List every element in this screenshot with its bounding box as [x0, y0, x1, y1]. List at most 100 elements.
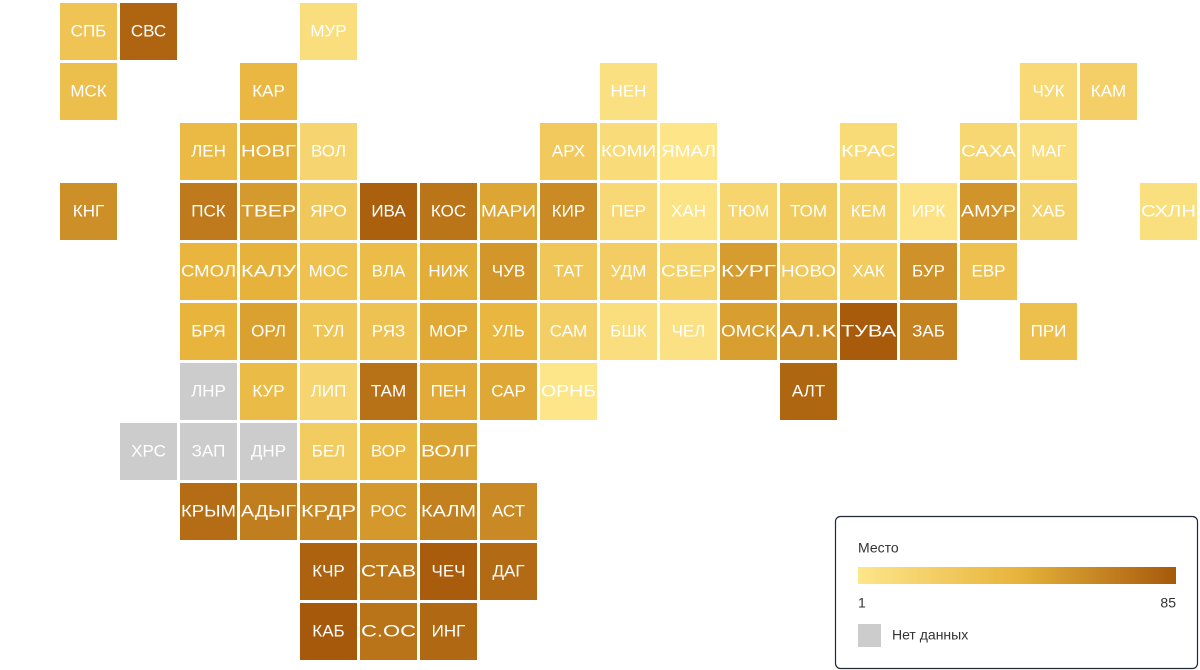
- region-label: ЯРО: [310, 201, 346, 220]
- region-label: НОВГ: [241, 141, 296, 160]
- region-tile: [240, 243, 297, 300]
- region-tile: [300, 543, 357, 600]
- region-label: ХАБ: [1032, 201, 1066, 220]
- region-label: ТАМ: [371, 381, 406, 400]
- region-label: АЛТ: [792, 381, 825, 400]
- region-tile: [1140, 183, 1197, 240]
- region-label: САМ: [550, 321, 587, 340]
- region-label: ЧУК: [1032, 81, 1064, 100]
- region-label: ЛНР: [191, 381, 226, 400]
- region-tile: [780, 183, 837, 240]
- region-tile: [300, 363, 357, 420]
- region-tile: [660, 303, 717, 360]
- region-tile: [180, 303, 237, 360]
- region-label: ИВА: [371, 201, 406, 220]
- region-tile: [900, 303, 957, 360]
- region-label: КРДР: [301, 501, 356, 520]
- region-label: СМОЛ: [181, 261, 236, 280]
- region-tile: [300, 123, 357, 180]
- region-label: ОМСК: [721, 321, 776, 340]
- region-label: ЧУВ: [492, 261, 525, 280]
- region-tile: [360, 603, 417, 660]
- region-label: ПЕН: [431, 381, 467, 400]
- region-label: ЛИП: [311, 381, 347, 400]
- region-tile: [600, 183, 657, 240]
- region-label: САХА: [961, 141, 1017, 160]
- region-label: ХАН: [671, 201, 706, 220]
- region-tile: [480, 543, 537, 600]
- region-label: КУРГ: [721, 261, 776, 280]
- region-label: ТВЕР: [241, 201, 296, 220]
- region-label: ЗАП: [192, 441, 226, 460]
- region-label: КОМИ: [601, 141, 656, 160]
- region-tile: [180, 243, 237, 300]
- region-tile: [420, 363, 477, 420]
- region-label: ИРК: [912, 201, 946, 220]
- region-tile: [480, 363, 537, 420]
- region-tile: [240, 183, 297, 240]
- region-tile: [300, 3, 357, 60]
- region-tile: [420, 483, 477, 540]
- region-label: КОС: [431, 201, 466, 220]
- region-tile: [840, 183, 897, 240]
- region-label: ОРЛ: [251, 321, 286, 340]
- region-label: ЯМАЛ: [661, 141, 716, 160]
- region-label: НИЖ: [428, 261, 468, 280]
- region-tile: [600, 303, 657, 360]
- region-tile: [300, 423, 357, 480]
- region-tile: [420, 303, 477, 360]
- region-tile: [60, 63, 117, 120]
- region-tile: [780, 303, 837, 360]
- region-label: АДЫГ: [241, 501, 296, 520]
- region-tile: [540, 243, 597, 300]
- region-label: МСК: [70, 81, 106, 100]
- region-tile: [240, 123, 297, 180]
- region-label: ЗАБ: [912, 321, 945, 340]
- region-label: УЛЬ: [492, 321, 525, 340]
- legend-max: 85: [1160, 595, 1176, 611]
- legend-title: Место: [858, 540, 899, 556]
- region-label: НЕН: [611, 81, 647, 100]
- region-tile: [300, 243, 357, 300]
- region-tile: [360, 183, 417, 240]
- region-tile: [780, 363, 837, 420]
- region-tile: [240, 303, 297, 360]
- region-label: СВЕР: [661, 261, 716, 280]
- region-tile: [60, 3, 117, 60]
- region-label: БРЯ: [191, 321, 225, 340]
- region-tile: [420, 543, 477, 600]
- region-tile: [180, 483, 237, 540]
- region-label: С.ОС: [361, 621, 416, 640]
- region-tile: [660, 243, 717, 300]
- legend-min: 1: [858, 595, 866, 611]
- region-label: ХАК: [852, 261, 885, 280]
- region-label: САР: [491, 381, 526, 400]
- region-label: ЕВР: [971, 261, 1005, 280]
- region-tile: [480, 303, 537, 360]
- region-label: КАБ: [312, 621, 344, 640]
- region-tile: [360, 243, 417, 300]
- region-label: МОР: [429, 321, 468, 340]
- region-tile: [600, 123, 657, 180]
- region-tile: [120, 423, 177, 480]
- region-label: ВОЛ: [311, 141, 346, 160]
- region-label: ТАТ: [553, 261, 583, 280]
- region-label: БШК: [610, 321, 647, 340]
- region-tile: [840, 303, 897, 360]
- region-tile: [420, 183, 477, 240]
- region-tile: [420, 603, 477, 660]
- region-label: ДАГ: [492, 561, 524, 580]
- no-data-swatch: [858, 624, 881, 647]
- region-tile: [720, 243, 777, 300]
- region-label: КЕМ: [851, 201, 886, 220]
- region-label: ПЕР: [611, 201, 646, 220]
- tiles: СПБ СВС МУР МСК КАР НЕН ЧУК КАМ ЛЕН НОВГ ВОЛ АРХ КОМ…: [60, 3, 1197, 660]
- region-tile: [840, 243, 897, 300]
- region-tile: [360, 483, 417, 540]
- region-tile: [600, 243, 657, 300]
- region-tile: [1020, 183, 1077, 240]
- region-tile: [300, 303, 357, 360]
- region-tile: [1020, 123, 1077, 180]
- region-tile: [600, 63, 657, 120]
